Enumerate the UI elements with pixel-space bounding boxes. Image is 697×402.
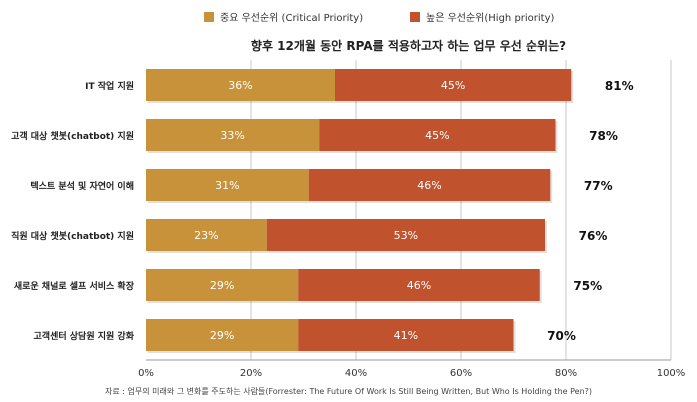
bar-critical: [146, 119, 320, 151]
bar-critical: [146, 169, 309, 201]
total-label: 78%: [589, 129, 618, 143]
data-label-high: 46%: [407, 279, 431, 292]
chart-title: 향후 12개월 동안 RPA를 적용하고자 하는 업무 우선 순위는?: [250, 39, 567, 53]
data-label-critical: 33%: [220, 129, 244, 142]
data-label-high: 53%: [394, 229, 418, 242]
total-label: 76%: [579, 229, 608, 243]
x-tick-label: 80%: [555, 368, 577, 379]
bar-critical: [146, 269, 299, 301]
bar-critical: [146, 219, 267, 251]
category-label: 고객 대상 챗봇(chatbot) 지원: [11, 130, 134, 142]
data-label-critical: 29%: [210, 329, 234, 342]
bar-high: [308, 169, 551, 201]
legend-critical-label: 중요 우선순위 (Critical Priority): [220, 13, 364, 24]
total-label: 77%: [584, 179, 613, 193]
data-label-high: 46%: [417, 179, 441, 192]
category-label: 새로운 채널로 셀프 서비스 확장: [14, 280, 135, 292]
category-label: 텍스트 분석 및 자연어 이해: [30, 180, 134, 192]
legend-high-label: 높은 우선순위(High priority): [426, 13, 555, 24]
source-note: 자료 : 업무의 미래와 그 변화를 주도하는 사람들(Forrester: T…: [104, 387, 593, 396]
bar-critical: [146, 319, 299, 351]
category-label: 고객센터 상담원 지원 강화: [34, 330, 135, 342]
bar-high: [266, 219, 545, 251]
bar-high: [319, 119, 556, 151]
data-label-high: 41%: [394, 329, 418, 342]
data-label-high: 45%: [441, 79, 465, 92]
data-label-high: 45%: [425, 129, 449, 142]
x-tick-label: 20%: [240, 368, 262, 379]
legend-critical: 중요 우선순위 (Critical Priority): [204, 9, 363, 24]
total-label: 75%: [573, 279, 602, 293]
data-label-critical: 31%: [215, 179, 239, 192]
legend-critical-swatch: [204, 11, 214, 22]
bar-high: [335, 69, 572, 101]
legend-high: 높은 우선순위(High priority): [410, 9, 554, 24]
bar-high: [298, 269, 540, 301]
bar-critical: [146, 69, 335, 101]
total-label: 81%: [605, 79, 634, 93]
x-tick-label: 100%: [657, 368, 686, 379]
legend-high-swatch: [410, 11, 420, 22]
total-label: 70%: [547, 329, 576, 343]
bar-high: [298, 319, 514, 351]
data-label-critical: 29%: [210, 279, 234, 292]
data-label-critical: 36%: [228, 79, 252, 92]
x-tick-label: 0%: [138, 368, 154, 379]
data-label-critical: 23%: [194, 229, 218, 242]
category-label: IT 작업 지원: [85, 80, 134, 92]
x-tick-label: 60%: [450, 368, 472, 379]
category-label: 직원 대상 챗봇(chatbot) 지원: [11, 230, 134, 242]
x-tick-label: 40%: [345, 368, 367, 379]
